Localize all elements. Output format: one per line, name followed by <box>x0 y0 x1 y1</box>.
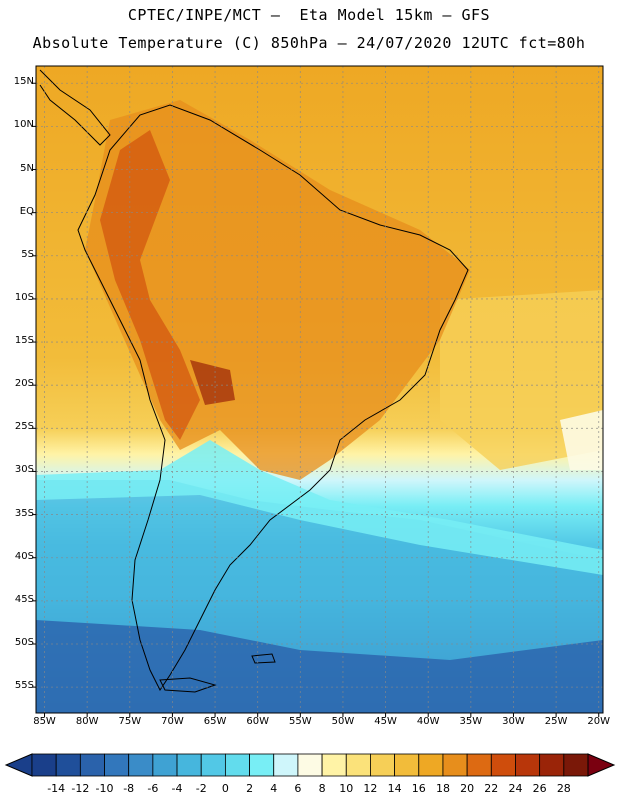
colorbar-swatch <box>152 753 178 777</box>
lon-label: 75W <box>118 716 142 727</box>
colorbar-swatch <box>321 753 347 777</box>
colorbar-label: 2 <box>246 782 254 795</box>
colorbar-label: 20 <box>460 782 475 795</box>
colorbar-swatch <box>515 753 541 777</box>
gran-chaco-hot-spot <box>190 360 235 405</box>
colorbar-swatch <box>394 753 420 777</box>
colorbar-swatch <box>79 753 105 777</box>
ocean-hot-patch <box>560 410 603 470</box>
lon-label: 50W <box>331 716 355 727</box>
chart-title-line1: CPTEC/INPE/MCT – Eta Model 15km – GFS <box>127 6 491 24</box>
lon-label: 35W <box>459 716 483 727</box>
colorbar-label: 22 <box>484 782 499 795</box>
lon-label: 85W <box>33 716 56 727</box>
lat-label: 10S <box>14 291 34 303</box>
colorbar-swatch <box>563 753 589 777</box>
colorbar-label: 18 <box>435 782 450 795</box>
lon-label: 40W <box>416 716 440 727</box>
colorbar-label: 16 <box>411 782 426 795</box>
lat-label: 5N <box>20 162 34 174</box>
colorbar-max-arrow <box>587 753 616 777</box>
chart-title-line2: Absolute Temperature (C) 850hPa – 24/07/… <box>32 34 586 52</box>
colorbar-label: -6 <box>147 782 159 795</box>
andes-hot-zone <box>100 130 200 440</box>
colorbar-label: 24 <box>508 782 523 795</box>
lon-label: 20W <box>587 716 611 727</box>
colorbar-label: 8 <box>318 782 326 795</box>
colorbar-label: 28 <box>556 782 571 795</box>
lon-label: 25W <box>544 716 568 727</box>
lat-label: 45S <box>14 593 34 605</box>
colorbar-label: -12 <box>71 782 90 795</box>
colorbar-swatch <box>539 753 565 777</box>
colorbar-label: 0 <box>221 782 229 795</box>
colorbar-label: 10 <box>339 782 354 795</box>
colorbar-swatch <box>273 753 299 777</box>
colorbar-label: 12 <box>363 782 378 795</box>
colorbar-swatch <box>200 753 226 777</box>
colorbar-label: -10 <box>95 782 114 795</box>
lat-label: 15S <box>14 335 34 347</box>
tierra-del-fuego <box>159 677 217 693</box>
cyan-front-band <box>36 440 603 575</box>
lat-label: EQ <box>19 205 34 217</box>
colorbar-swatch <box>370 753 396 777</box>
colorbar-label: 26 <box>532 782 547 795</box>
lat-label: 35S <box>14 507 34 519</box>
colorbar-swatch <box>224 753 250 777</box>
colorbar-label: 14 <box>387 782 402 795</box>
lon-label: 55W <box>289 716 312 727</box>
colorbar-label: -2 <box>195 782 207 795</box>
lat-label: 15N <box>13 76 34 88</box>
colorbar-swatch <box>55 753 81 777</box>
lon-label: 70W <box>161 716 184 727</box>
colorbar-swatch <box>297 753 323 777</box>
colorbar <box>4 753 616 777</box>
falkland-islands <box>251 653 276 664</box>
colorbar-label: -8 <box>123 782 135 795</box>
lat-label: 10N <box>13 119 34 131</box>
colorbar-swatch <box>466 753 492 777</box>
lat-label: 30S <box>14 464 34 476</box>
colorbar-swatch <box>249 753 275 777</box>
colorbar-swatch <box>490 753 516 777</box>
lon-label: 60W <box>246 716 269 727</box>
map-border <box>35 65 604 714</box>
lat-label: 25S <box>14 421 34 433</box>
lat-ticks <box>32 82 36 688</box>
lon-label: 45W <box>374 716 397 727</box>
southern-very-cold-zone <box>36 620 603 713</box>
lat-label: 50S <box>14 636 34 648</box>
colorbar-label: 6 <box>294 782 302 795</box>
colorbar-swatch <box>104 753 130 777</box>
colorbar-swatch <box>345 753 371 777</box>
colorbar-swatch <box>418 753 444 777</box>
colorbar-swatch <box>176 753 202 777</box>
lon-label: 65W <box>203 716 227 727</box>
lon-ticks <box>44 713 600 717</box>
colorbar-swatch <box>442 753 468 777</box>
colorbar-swatch <box>31 753 57 777</box>
lat-label: 55S <box>14 680 34 692</box>
colorbar-label: -14 <box>47 782 66 795</box>
lon-label: 80W <box>75 716 99 727</box>
lon-label: 30W <box>502 716 525 727</box>
colorbar-min-arrow <box>4 753 33 777</box>
colorbar-label: -4 <box>171 782 183 795</box>
colorbar-label: 4 <box>270 782 278 795</box>
colorbar-swatch <box>128 753 154 777</box>
lat-label: 40S <box>14 550 34 562</box>
lat-label: 20S <box>14 378 34 390</box>
lat-label: 5S <box>21 248 34 260</box>
central-america-coastline <box>39 69 111 146</box>
south-america-coastline <box>77 104 469 691</box>
